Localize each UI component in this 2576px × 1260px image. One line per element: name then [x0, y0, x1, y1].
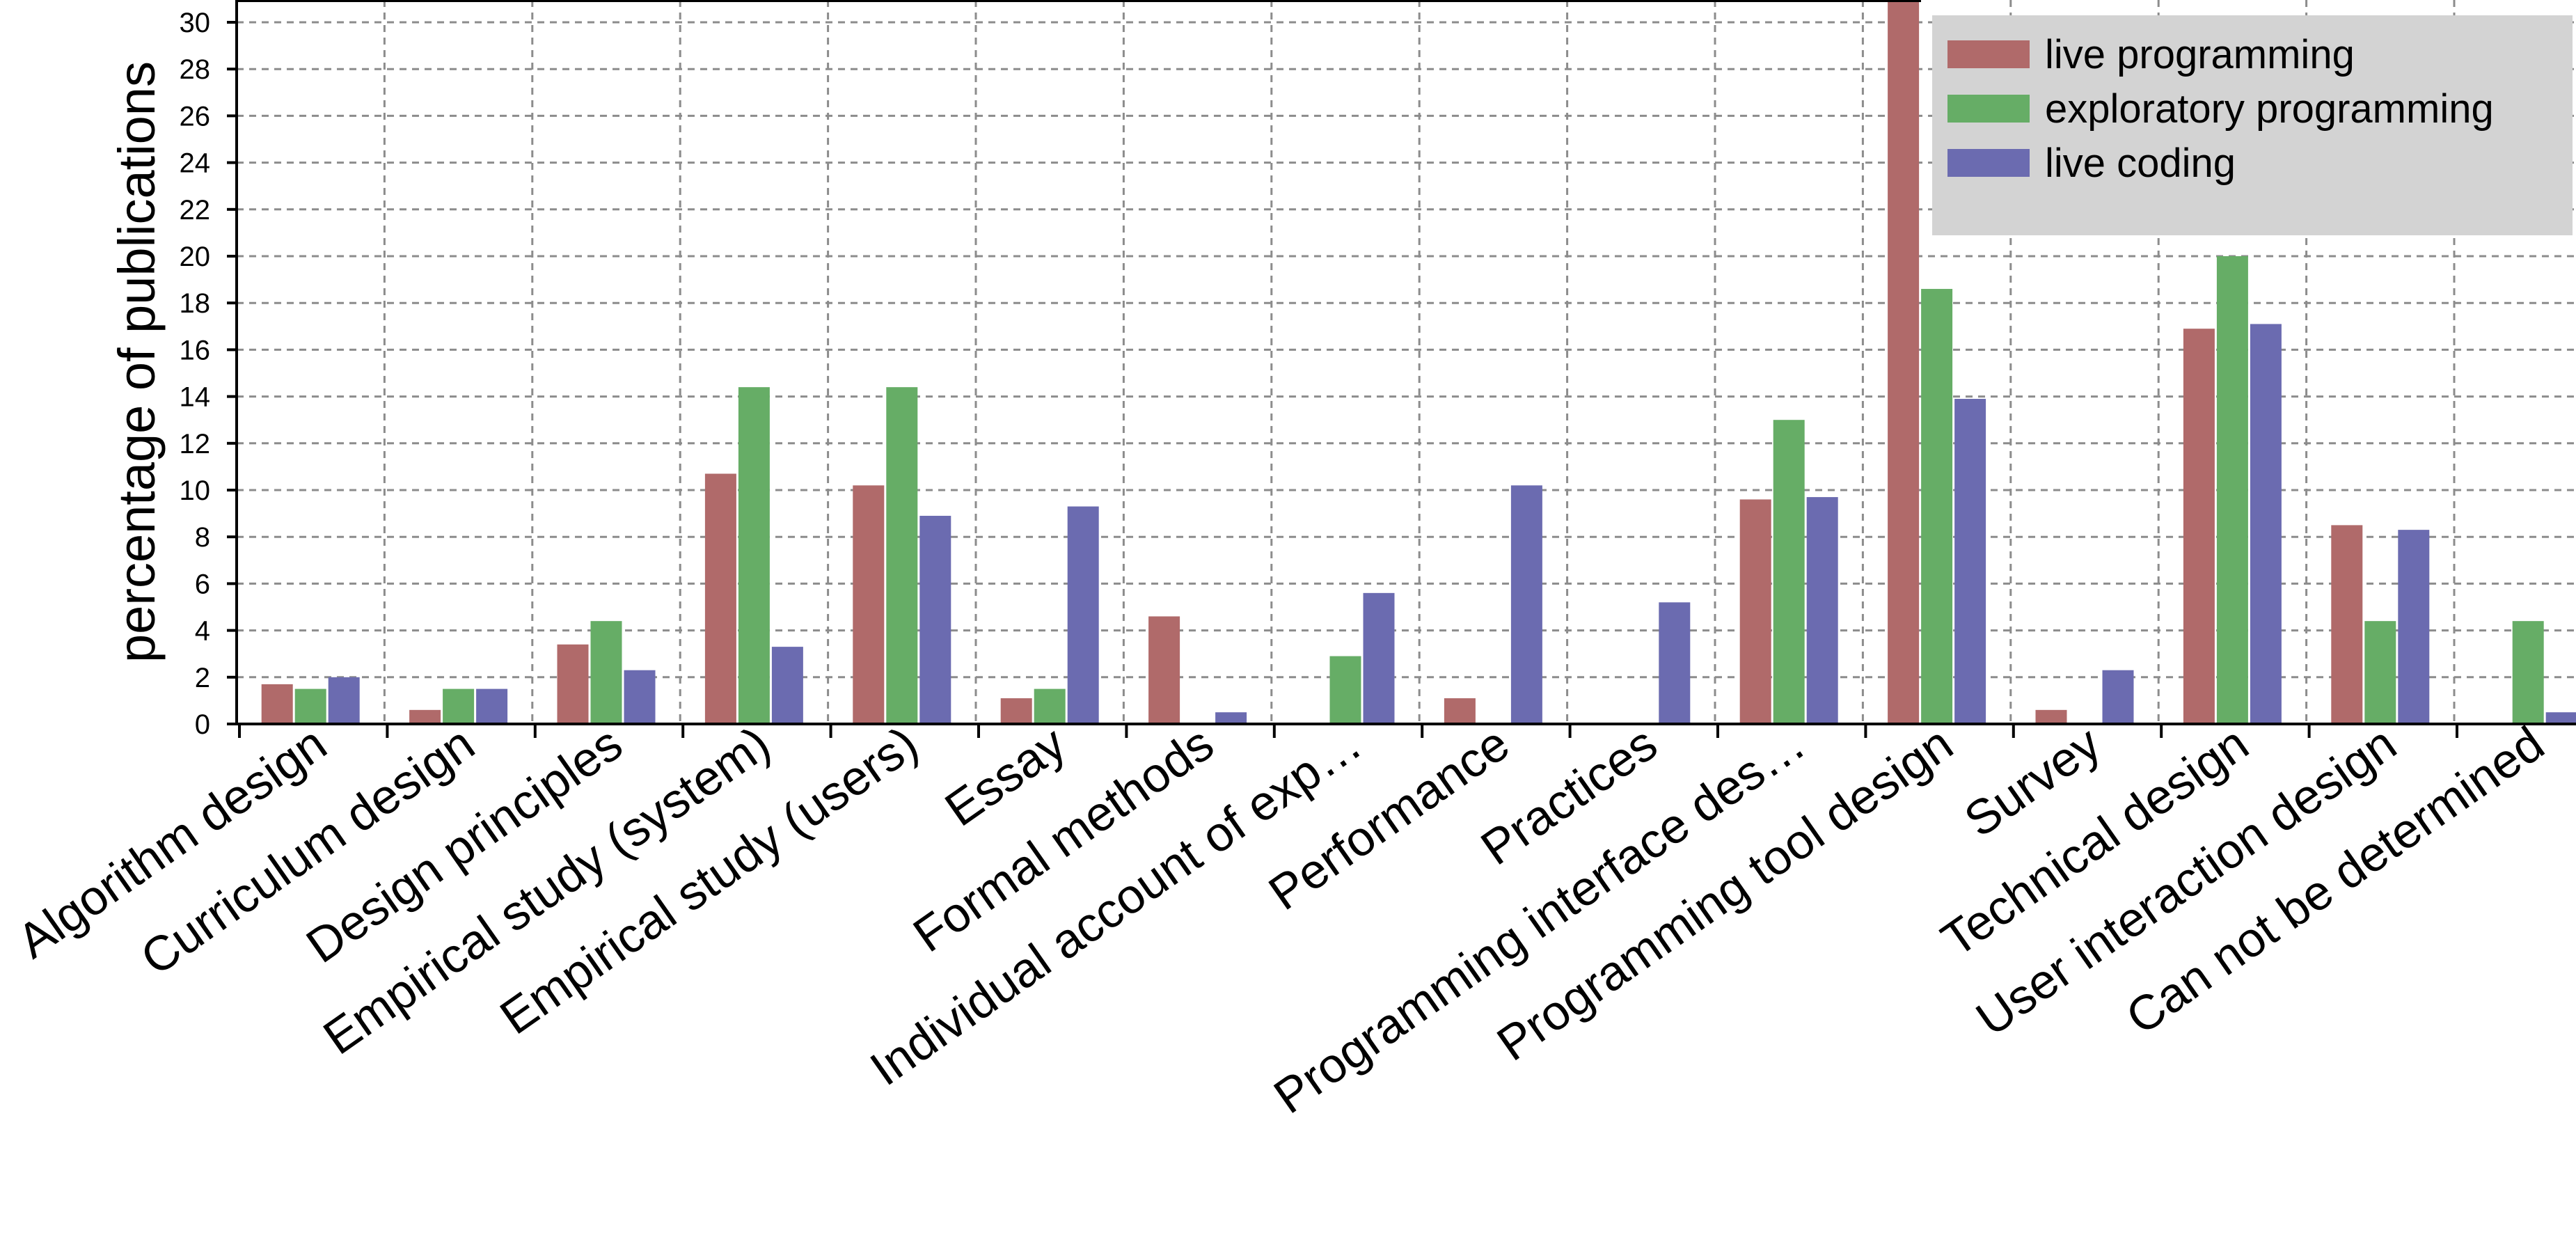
y-tick-label: 6: [195, 569, 210, 599]
bar-exploratory-programming: [1773, 420, 1805, 724]
bar-exploratory-programming: [1921, 289, 1953, 724]
legend-label: live coding: [2045, 141, 2236, 186]
axes: [235, 0, 2576, 725]
y-tick-label: 30: [180, 8, 211, 38]
y-tick-label: 0: [195, 709, 210, 740]
bar-exploratory-programming: [738, 387, 770, 724]
y-tick-label: 20: [180, 242, 211, 272]
bar-live-coding: [2250, 324, 2282, 724]
legend: live programming exploratory programming l…: [1932, 15, 2573, 235]
bar-exploratory-programming: [1329, 656, 1361, 724]
y-tick-label: 8: [195, 522, 210, 553]
bar-live-programming: [409, 709, 441, 724]
bar-live-coding: [624, 670, 656, 724]
bar-live-coding: [2102, 670, 2134, 724]
y-tick-label: 26: [180, 101, 211, 132]
bar-live-coding: [328, 677, 360, 724]
y-tick-label: 4: [195, 616, 210, 647]
y-tick-label: 12: [180, 429, 211, 459]
bar-live-programming: [853, 485, 885, 724]
y-axis-title: percentage of publications: [108, 61, 166, 663]
bar-live-programming: [1739, 499, 1771, 724]
bar-live-programming: [2035, 709, 2067, 724]
y-tick-label: 10: [180, 475, 211, 506]
y-tick-label: 22: [180, 195, 211, 226]
bar-live-coding: [919, 515, 951, 724]
bar-live-coding: [2398, 530, 2430, 724]
bar-live-coding: [476, 688, 508, 724]
bar-exploratory-programming: [294, 688, 326, 724]
bar-exploratory-programming: [443, 688, 475, 724]
bar-live-programming: [1148, 616, 1180, 724]
bar-live-coding: [1659, 602, 1691, 724]
legend-label: exploratory programming: [2045, 86, 2494, 132]
bar-live-coding: [2545, 712, 2576, 724]
y-tick-label: 16: [180, 335, 211, 365]
bar-exploratory-programming: [1034, 688, 1066, 724]
y-tick-label: 24: [180, 148, 211, 179]
bars: [261, 0, 2576, 724]
bar-live-programming: [2331, 525, 2363, 724]
bar-exploratory-programming: [2216, 256, 2248, 724]
bar-live-coding: [1363, 592, 1395, 724]
bar-live-programming: [557, 644, 589, 724]
bar-live-programming: [2183, 329, 2215, 724]
bar-live-programming: [1888, 0, 1920, 724]
bar-live-coding: [1954, 398, 1986, 724]
bar-exploratory-programming: [590, 621, 622, 724]
legend-swatch: [1947, 95, 2030, 123]
bar-live-programming: [261, 684, 293, 724]
bar-exploratory-programming: [2512, 621, 2544, 724]
y-tick-label: 18: [180, 288, 211, 319]
y-tick-label: 14: [180, 382, 211, 413]
bar-live-coding: [1510, 485, 1542, 724]
bar-live-programming: [1000, 698, 1032, 724]
bar-exploratory-programming: [2364, 621, 2396, 724]
bar-exploratory-programming: [886, 387, 918, 724]
legend-label: live programming: [2045, 32, 2355, 77]
legend-swatch: [1947, 40, 2030, 68]
bar-live-programming: [1444, 698, 1476, 724]
grid-lines: [237, 0, 2576, 724]
y-tick-label: 2: [195, 663, 210, 693]
y-tick-label: 28: [180, 54, 211, 85]
bar-live-coding: [1215, 712, 1247, 724]
bar-live-coding: [1067, 506, 1099, 724]
legend-swatch: [1947, 149, 2030, 177]
bar-live-coding: [1806, 497, 1838, 724]
bar-live-programming: [704, 473, 736, 724]
bar-live-coding: [771, 647, 803, 724]
legend-box: [1932, 15, 2573, 235]
